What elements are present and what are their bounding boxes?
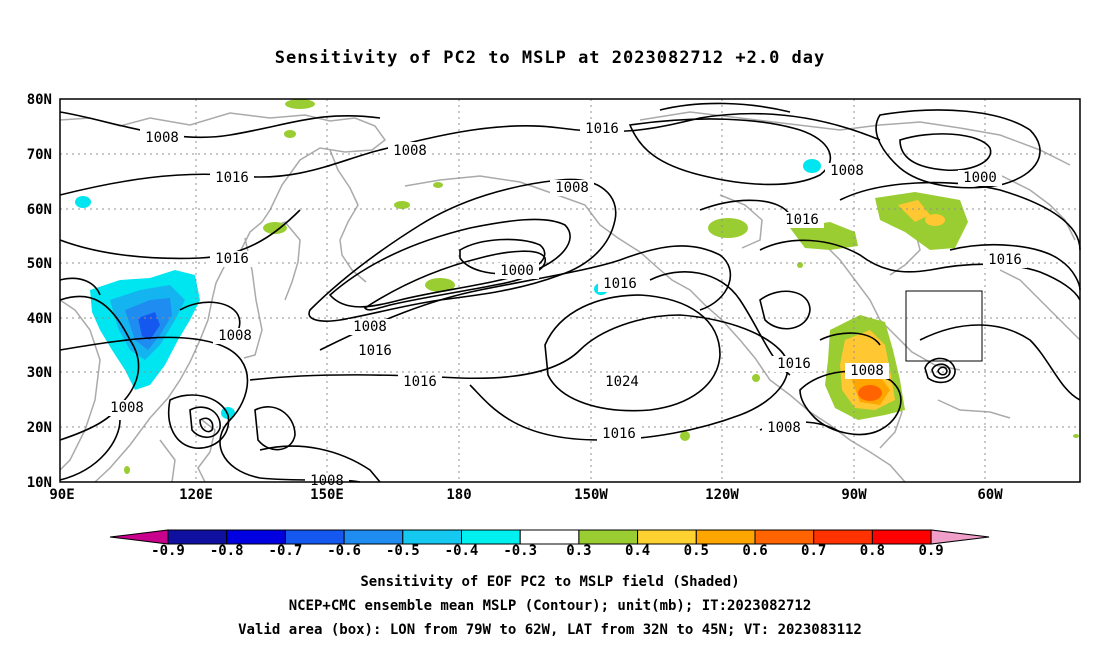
colorbar-tick-label: -0.3 [503,543,538,559]
contour-label: 1024 [605,374,639,390]
colorbar-segment [578,529,639,545]
lat-label: 30N [27,365,52,381]
colorbar-segment [519,529,580,545]
colorbar [109,529,990,545]
colorbar-tick-label: -0.4 [444,543,479,559]
contour-label: 1008 [830,163,864,179]
contour-label: 1008 [767,420,801,436]
colorbar-tick-label: -0.8 [209,543,244,559]
lon-label: 90E [49,487,74,503]
lat-label: 60N [27,202,52,218]
colorbar-segment [813,529,873,545]
colorbar-tick-label: 0.3 [566,543,592,559]
contour-label: 1008 [310,473,344,489]
colorbar-segment [637,529,697,545]
map-title: Sensitivity of PC2 to MSLP at 2023082712… [274,48,826,68]
footer-line-2: NCEP+CMC ensemble mean MSLP (Contour); u… [288,598,812,614]
contour-label: 1008 [110,400,144,416]
contour-label: 1008 [850,363,884,379]
colorbar-arrow-right [930,529,990,545]
contour-label: 1016 [585,121,619,137]
colorbar-tick-label: 0.5 [683,543,709,559]
lat-label: 40N [27,311,52,327]
lon-label: 150E [310,487,344,503]
contour-label: 1016 [215,170,249,186]
lat-label: 50N [27,256,52,272]
contour-label: 1016 [785,212,819,228]
contour-label: 1008 [393,143,427,159]
contour-label: 1008 [145,130,179,146]
lon-axis-labels: 90E 120E 150E 180 150W 120W 90W 60W [49,487,1003,503]
colorbar-segment [402,529,462,545]
lon-label: 90W [841,487,867,503]
contour-label: 1008 [353,319,387,335]
colorbar-segment [695,529,756,545]
contour-label: 1000 [963,170,997,186]
contour-labels: 1008 1008 1016 1016 1008 1016 1000 1008 … [105,121,1027,489]
lon-label: 120E [179,487,213,503]
colorbar-tick-label: 0.8 [859,543,886,559]
colorbar-segment [461,529,521,545]
colorbar-tick-label: -0.9 [151,543,185,559]
shading [75,99,1079,474]
colorbar-segment [226,529,286,545]
lon-label: 60W [977,487,1003,503]
contour-label: 1016 [358,343,392,359]
lat-label: 70N [27,147,52,163]
contour-label: 1008 [218,328,252,344]
lat-label: 10N [27,475,52,491]
contour-label: 1016 [403,374,437,390]
lon-label: 150W [574,487,608,503]
valid-area-box [905,290,983,362]
contour-label: 1016 [215,251,249,267]
lon-label: 120W [705,487,739,503]
colorbar-segment [284,529,345,545]
lat-label: 20N [27,420,52,436]
contour-label: 1008 [555,180,589,196]
colorbar-tick-label: 0.7 [801,543,827,559]
colorbar-segment [754,529,815,545]
contour-label: 1016 [602,426,636,442]
lat-label: 80N [27,92,52,108]
colorbar-segment [343,529,404,545]
contour-label: 1016 [988,252,1022,268]
contour-label: 1000 [500,263,534,279]
footer-line-1: Sensitivity of EOF PC2 to MSLP field (Sh… [360,574,740,590]
colorbar-tick-label: 0.9 [918,543,944,559]
contour-label: 1016 [603,276,637,292]
colorbar-arrow-left [109,529,169,545]
colorbar-tick-label: 0.4 [624,543,651,559]
colorbar-tick-label: 0.6 [742,543,768,559]
map-frame [59,98,1081,483]
footer-line-3: Valid area (box): LON from 79W to 62W, L… [238,622,862,638]
colorbar-segment [167,529,228,545]
colorbar-segment [871,529,932,545]
lat-axis-labels: 80N 70N 60N 50N 40N 30N 20N 10N [27,92,52,491]
colorbar-tick-label: -0.7 [268,543,303,559]
colorbar-tick-label: -0.6 [327,543,361,559]
colorbar-tick-label: -0.5 [385,543,420,559]
lon-label: 180 [446,487,471,503]
contour-label: 1016 [777,356,811,372]
